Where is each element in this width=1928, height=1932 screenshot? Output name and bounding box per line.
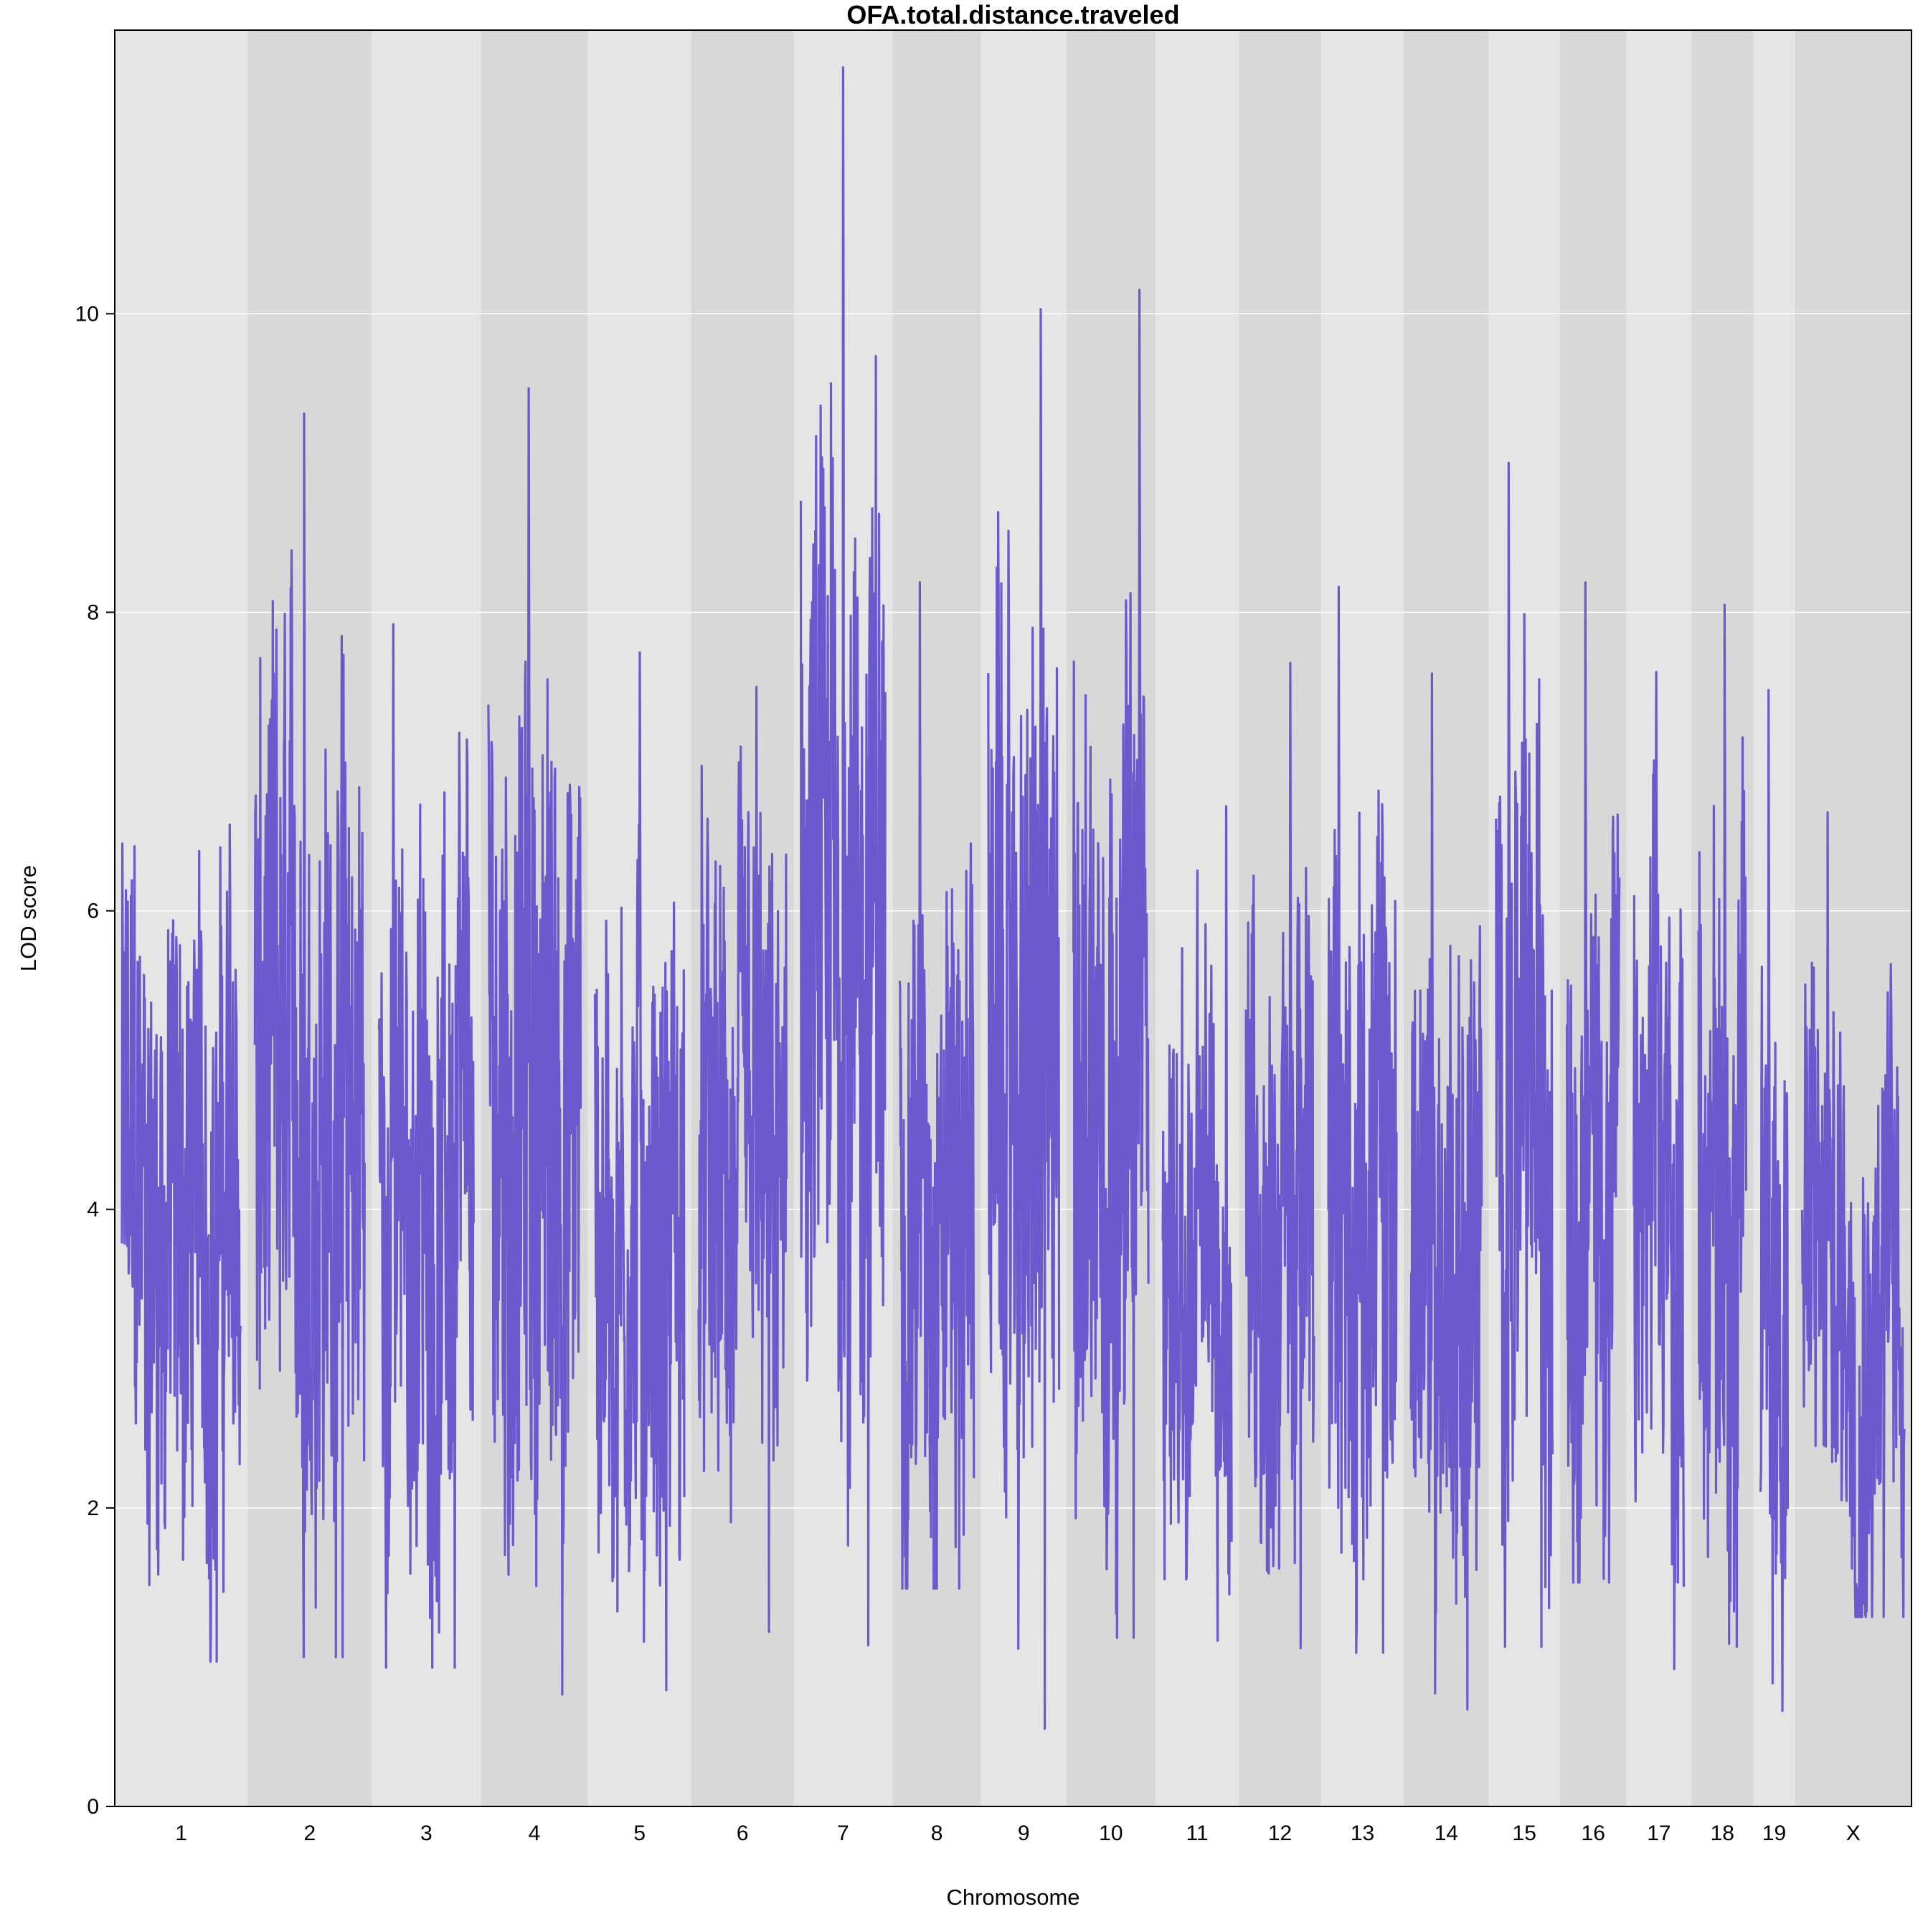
x-tick-label-17: 17 — [1647, 1822, 1671, 1845]
x-tick-label-13: 13 — [1351, 1822, 1374, 1845]
y-tick-label: 0 — [87, 1795, 99, 1819]
x-tick-label-8: 8 — [931, 1822, 943, 1845]
lod-line-chr-17 — [1632, 671, 1686, 1671]
lod-line-chr-8 — [898, 581, 975, 1590]
lod-line-chr-10 — [1072, 288, 1150, 1639]
x-tick-label-9: 9 — [1018, 1822, 1030, 1845]
x-tick-label-16: 16 — [1582, 1822, 1605, 1845]
chromosome-band-1 — [115, 30, 248, 1806]
x-tick-label-4: 4 — [529, 1822, 541, 1845]
lod-line-chr-X — [1800, 811, 1906, 1618]
y-tick-label: 6 — [87, 900, 99, 923]
y-tick-label: 4 — [87, 1198, 99, 1222]
lod-line-chr-9 — [987, 308, 1061, 1730]
lod-line-chr-15 — [1495, 461, 1554, 1648]
x-axis-label: Chromosome — [946, 1885, 1079, 1910]
y-tick-label: 8 — [87, 600, 99, 624]
plot-frame — [114, 29, 1912, 1807]
x-tick-label-6: 6 — [737, 1822, 749, 1845]
chart-title: OFA.total.distance.traveled — [846, 0, 1179, 29]
x-tick-label-11: 11 — [1186, 1822, 1209, 1845]
y-axis-label: LOD score — [16, 865, 41, 971]
lod-line-chr-12 — [1244, 661, 1315, 1649]
x-axis: 1 2 3 4 5 6 7 8 9 10 11 12 13 14 15 16 17 18 19 X — [175, 1822, 1860, 1845]
x-tick-label-X: X — [1846, 1822, 1861, 1845]
x-tick-label-2: 2 — [303, 1822, 316, 1845]
lod-line-chr-13 — [1327, 585, 1398, 1654]
x-tick-label-12: 12 — [1268, 1822, 1292, 1845]
lod-line-chr-6 — [697, 685, 788, 1634]
lod-line-chr-11 — [1161, 805, 1233, 1642]
x-tick-label-7: 7 — [837, 1822, 849, 1845]
lod-line-chr-5 — [593, 651, 686, 1692]
x-tick-label-5: 5 — [633, 1822, 646, 1845]
chromosome-band-14 — [1404, 30, 1489, 1806]
chromosome-band-19 — [1753, 30, 1795, 1806]
lod-line-chr-18 — [1697, 603, 1748, 1648]
lod-line-chr-16 — [1566, 581, 1621, 1584]
lod-line-chr-4 — [486, 387, 582, 1696]
y-axis: 0 2 4 6 8 10 — [75, 302, 115, 1819]
x-tick-label-18: 18 — [1711, 1822, 1734, 1845]
x-tick-label-14: 14 — [1435, 1822, 1458, 1845]
chromosome-band-X — [1795, 30, 1912, 1806]
x-tick-label-10: 10 — [1099, 1822, 1123, 1845]
lod-series — [120, 66, 1906, 1730]
lod-line-chr-19 — [1759, 689, 1790, 1712]
x-tick-label-1: 1 — [175, 1822, 187, 1845]
x-tick-label-3: 3 — [420, 1822, 433, 1845]
lod-line-chr-3 — [377, 623, 475, 1669]
y-tick-label: 2 — [87, 1497, 99, 1520]
lod-line-chr-14 — [1409, 672, 1483, 1711]
x-tick-label-15: 15 — [1513, 1822, 1536, 1845]
lod-line-chr-7 — [799, 66, 887, 1646]
y-tick-label: 10 — [75, 302, 99, 326]
x-tick-label-19: 19 — [1762, 1822, 1786, 1845]
lod-line-chr-1 — [120, 823, 242, 1663]
lod-line-chr-2 — [253, 413, 366, 1659]
